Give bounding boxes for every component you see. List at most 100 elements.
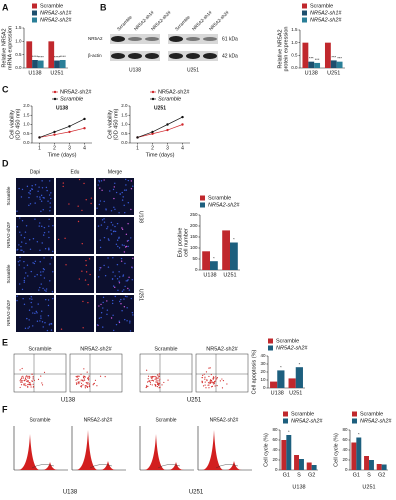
cell-dot: [57, 238, 60, 241]
y-tick-label: 2.0: [121, 103, 128, 108]
cell-dot: [25, 225, 28, 227]
cell-dot: [30, 188, 33, 190]
significance: ****: [32, 54, 39, 59]
g2-peak: [100, 461, 116, 470]
event-dot: [158, 375, 160, 378]
event-dot: [209, 381, 211, 383]
bar: [37, 60, 44, 68]
cell-dot: [106, 300, 108, 302]
cell-dot: [127, 223, 129, 225]
cell-dot: [28, 239, 31, 241]
event-dot: [76, 382, 78, 384]
event-dot: [155, 385, 157, 387]
legend-label: Scramble: [360, 411, 383, 417]
y-axis-label: Cell viability: [9, 110, 15, 139]
cell-dot: [47, 299, 50, 301]
cell-dot: [41, 187, 44, 189]
event-dot: [221, 387, 224, 389]
legend-marker: [151, 97, 155, 101]
cell-dot: [103, 221, 106, 223]
event-dot: [210, 373, 212, 376]
legend-label: Scramble: [40, 3, 63, 9]
cell-dot: [40, 315, 42, 317]
y-tick-label: 1.0: [15, 39, 22, 44]
event-dot: [216, 377, 218, 379]
cell-dot: [24, 231, 27, 233]
bar: [294, 455, 299, 470]
cycle-cell: U138: [63, 490, 78, 496]
cell-dot: [23, 281, 25, 284]
cell-dot: [42, 234, 45, 236]
event-dot: [154, 378, 156, 380]
cell-dot: [49, 202, 51, 204]
x-axis-label: U251: [362, 484, 375, 490]
cell-dot: [130, 237, 132, 239]
significance: ****: [54, 55, 61, 60]
cell-dot: [26, 264, 29, 266]
event-dot: [208, 367, 210, 369]
cell-dot: [116, 278, 119, 280]
cell-dot: [32, 238, 35, 240]
y-tick-label: 60: [342, 437, 348, 442]
event-dot: [75, 383, 78, 385]
cell-dot: [36, 320, 39, 322]
cell-dot: [112, 257, 114, 259]
point: [83, 117, 86, 121]
cell-dot: [85, 199, 87, 201]
point: [53, 130, 56, 134]
cell-dot: [123, 189, 126, 191]
y-axis-label: cell number: [183, 228, 189, 257]
significance: *: [233, 237, 235, 242]
cell-dot: [20, 245, 22, 248]
event-dot: [19, 386, 21, 389]
cell-dot: [112, 188, 115, 191]
significance: ***: [315, 57, 320, 62]
point: [38, 136, 41, 139]
cell-dot: [31, 185, 33, 187]
cell-dot: [123, 298, 125, 300]
cell-dot: [111, 299, 114, 302]
y-tick-label: 1.5: [23, 112, 30, 117]
event-dot: [80, 379, 82, 381]
cell-dot: [77, 205, 79, 207]
event-dot: [27, 375, 29, 378]
event-dot: [76, 376, 78, 378]
cell-dot: [99, 187, 101, 189]
cell-dot: [122, 275, 124, 277]
cell-dot: [49, 180, 51, 182]
legend-swatch: [32, 10, 37, 16]
cell-dot: [38, 186, 40, 188]
cell-dot: [127, 245, 129, 248]
event-dot: [28, 384, 31, 386]
cell-dot: [120, 260, 123, 262]
event-dot: [79, 381, 81, 383]
cell-dot: [43, 197, 45, 199]
y-tick-label: 0.0: [15, 65, 22, 70]
cell-dot: [38, 225, 40, 227]
cell-dot: [16, 295, 18, 297]
bar: [314, 62, 321, 68]
cell-dot: [85, 271, 88, 273]
legend-label: NR5A2-sh2#: [276, 345, 308, 351]
event-dot: [207, 384, 209, 386]
cell-dot: [107, 238, 110, 240]
cell-dot: [28, 309, 31, 311]
bar: [311, 465, 317, 470]
x-tick-label: 4: [83, 145, 86, 151]
y-tick-label: 2.0: [23, 103, 30, 108]
cell-dot: [50, 322, 53, 325]
event-dot: [77, 378, 80, 380]
cell-dot: [37, 190, 39, 192]
cell-dot: [19, 256, 21, 259]
cell-dot: [32, 262, 34, 264]
legend-swatch: [302, 10, 307, 16]
cell-dot: [127, 287, 129, 290]
cell-dot: [47, 304, 50, 307]
cell-dot: [119, 300, 121, 303]
event-dot: [146, 381, 149, 383]
significance: *: [358, 432, 360, 437]
y-tick-label: 80: [342, 427, 348, 432]
event-dot: [32, 386, 35, 388]
bar: [308, 61, 315, 68]
event-dot: [147, 378, 149, 380]
